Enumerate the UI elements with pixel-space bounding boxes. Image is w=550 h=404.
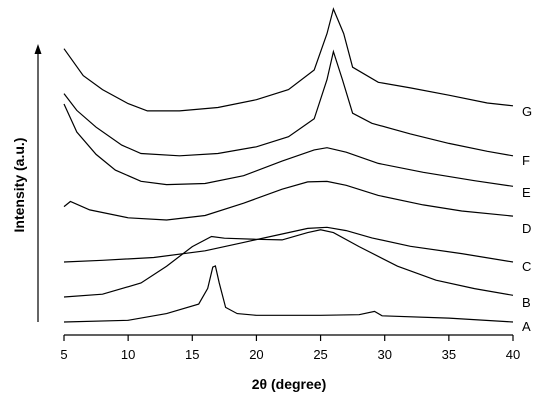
series-label-d: D bbox=[522, 221, 531, 236]
series-label-f: F bbox=[522, 153, 530, 168]
x-tick-label: 25 bbox=[313, 347, 327, 362]
series-line-a bbox=[63, 265, 514, 323]
x-axis-title: 2θ (degree) bbox=[252, 376, 326, 392]
x-tick-label: 5 bbox=[60, 347, 67, 362]
x-tick-label: 15 bbox=[185, 347, 199, 362]
x-tick-label: 35 bbox=[442, 347, 456, 362]
series-label-g: G bbox=[522, 104, 532, 119]
x-ticks: 5 10 15 20 25 30 35 40 bbox=[60, 335, 520, 362]
series-label-b: B bbox=[522, 295, 531, 310]
series-line-e bbox=[63, 103, 514, 187]
series-line-g bbox=[63, 7, 514, 112]
series-label-e: E bbox=[522, 185, 531, 200]
series-label-c: C bbox=[522, 259, 531, 274]
x-tick-label: 30 bbox=[377, 347, 391, 362]
series-group bbox=[63, 7, 514, 323]
y-axis-title: Intensity (a.u.) bbox=[11, 138, 27, 233]
series-line-f bbox=[63, 49, 514, 157]
x-tick-label: 10 bbox=[121, 347, 135, 362]
series-labels: AB C D E F G bbox=[522, 104, 532, 334]
series-line-b bbox=[63, 229, 514, 298]
y-axis-arrowhead bbox=[34, 44, 42, 54]
x-tick-label: 40 bbox=[506, 347, 520, 362]
series-line-c bbox=[63, 226, 514, 263]
series-label-a: A bbox=[522, 319, 531, 334]
x-tick-label: 20 bbox=[249, 347, 263, 362]
series-line-d bbox=[63, 180, 514, 221]
